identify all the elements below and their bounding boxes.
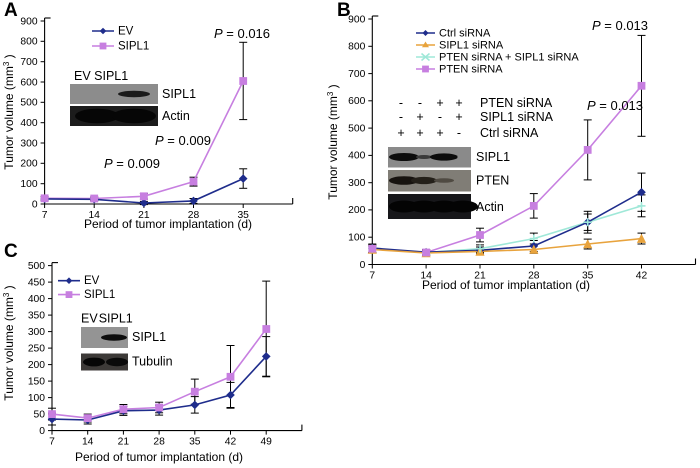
svg-text:Ctrl siRNA: Ctrl siRNA [439,28,491,40]
svg-text:100: 100 [28,393,45,404]
svg-text:150: 150 [28,376,45,387]
svg-text:7: 7 [369,271,375,282]
svg-text:P = 0.013: P = 0.013 [587,98,643,113]
svg-text:7: 7 [42,210,48,221]
svg-text:Actin: Actin [162,109,190,123]
svg-text:500: 500 [28,261,45,272]
svg-text:50: 50 [34,409,46,420]
svg-text:0: 0 [39,426,45,437]
svg-text:+: + [416,110,423,124]
svg-text:SIPL1 siRNA: SIPL1 siRNA [480,110,554,124]
svg-text:200: 200 [20,159,37,170]
svg-text:Tumor volume (mm3 ): Tumor volume (mm3 ) [326,84,340,199]
svg-text:PTEN: PTEN [476,174,509,188]
svg-text:+: + [436,126,443,140]
svg-text:300: 300 [20,138,37,149]
svg-text:-: - [457,126,461,140]
svg-text:-: - [399,110,403,124]
svg-text:Period of tumor implantation (: Period of tumor implantation (d) [422,278,590,292]
svg-text:Period of tumor implantation (: Period of tumor implantation (d) [84,217,252,231]
svg-text:49: 49 [260,437,272,448]
svg-text:200: 200 [348,205,365,216]
svg-text:SIPL1 siRNA: SIPL1 siRNA [439,40,504,52]
svg-text:Period of tumor implantation (: Period of tumor implantation (d) [75,450,243,464]
svg-text:P = 0.009: P = 0.009 [104,156,160,171]
svg-text:700: 700 [20,57,37,68]
svg-text:42: 42 [225,437,237,448]
svg-text:14: 14 [82,437,94,448]
svg-text:+: + [397,126,404,140]
svg-text:P = 0.016: P = 0.016 [214,26,270,41]
svg-text:Ctrl siRNA: Ctrl siRNA [480,126,539,140]
svg-text:SIPL1: SIPL1 [132,330,166,344]
svg-text:400: 400 [28,294,45,305]
svg-text:SIPL1: SIPL1 [162,87,196,101]
svg-text:P = 0.013: P = 0.013 [592,18,648,33]
svg-text:900: 900 [348,14,365,25]
svg-text:PTEN siRNA: PTEN siRNA [480,96,553,110]
svg-text:35: 35 [189,437,201,448]
svg-text:EV: EV [118,26,134,38]
svg-text:EV: EV [84,275,100,287]
svg-text:400: 400 [348,151,365,162]
svg-text:SIPL1: SIPL1 [476,150,510,164]
svg-text:400: 400 [20,118,37,129]
svg-text:P = 0.009: P = 0.009 [155,133,211,148]
svg-text:A: A [4,0,18,21]
svg-text:+: + [416,126,423,140]
svg-text:PTEN siRNA + SIPL1 siRNA: PTEN siRNA + SIPL1 siRNA [439,52,579,64]
svg-text:PTEN siRNA: PTEN siRNA [439,64,503,76]
svg-text:Tubulin: Tubulin [132,355,173,369]
svg-text:Tumor volume (mm3 ): Tumor volume (mm3 ) [2,285,16,400]
svg-text:450: 450 [28,277,45,288]
svg-text:200: 200 [28,360,45,371]
svg-text:+: + [455,96,462,110]
svg-text:300: 300 [348,178,365,189]
svg-text:900: 900 [20,16,37,27]
svg-text:600: 600 [20,77,37,88]
svg-text:0: 0 [32,199,38,210]
svg-text:EV SIPL1: EV SIPL1 [74,69,128,83]
svg-text:100: 100 [20,179,37,190]
svg-text:C: C [4,241,18,262]
svg-text:42: 42 [636,271,648,282]
svg-text:-: - [399,96,403,110]
svg-text:+: + [455,110,462,124]
svg-text:350: 350 [28,310,45,321]
svg-text:0: 0 [360,260,366,271]
svg-text:300: 300 [28,327,45,338]
svg-text:Actin: Actin [476,200,504,214]
svg-text:800: 800 [20,37,37,48]
svg-text:250: 250 [28,343,45,354]
svg-text:Tumor volume (mm3 ): Tumor volume (mm3 ) [2,54,16,169]
svg-text:500: 500 [20,98,37,109]
svg-text:100: 100 [348,233,365,244]
svg-text:+: + [436,96,443,110]
svg-text:21: 21 [118,437,130,448]
svg-text:SIPL1: SIPL1 [118,41,149,53]
svg-text:28: 28 [153,437,165,448]
svg-text:-: - [438,110,442,124]
svg-text:EVSIPL1: EVSIPL1 [81,312,133,326]
svg-text:SIPL1: SIPL1 [84,289,115,301]
svg-text:7: 7 [49,437,55,448]
svg-text:800: 800 [348,42,365,53]
svg-text:-: - [418,96,422,110]
svg-text:700: 700 [348,69,365,80]
svg-text:600: 600 [348,96,365,107]
svg-text:500: 500 [348,123,365,134]
